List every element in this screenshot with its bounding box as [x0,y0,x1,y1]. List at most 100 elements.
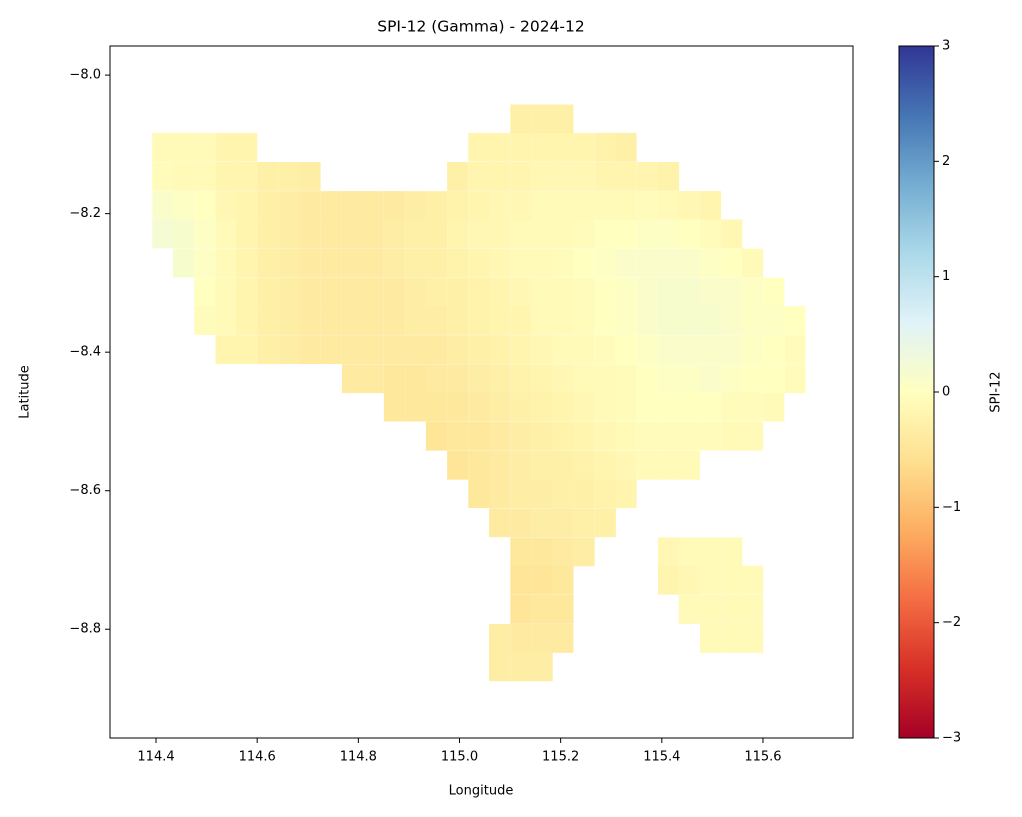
cell [152,219,174,249]
cell [320,248,342,278]
y-tick-label: −8.0 [69,68,101,83]
cell [383,248,406,278]
cell [489,162,511,191]
cell [658,392,680,422]
cell [531,450,553,480]
cell [405,335,427,364]
cell [658,191,680,220]
colorbar-tick-label: 3 [942,39,950,54]
cell [447,306,469,335]
cell [678,364,700,394]
cell [573,277,595,307]
cell [573,306,595,335]
cell [299,277,321,307]
cell [215,162,237,191]
cell [489,392,511,422]
cell [552,594,574,624]
cell [468,392,490,422]
cell [721,624,743,653]
cell [741,364,764,394]
cell [784,306,806,335]
cell [763,277,785,307]
cell [573,479,595,509]
plot-frame [109,45,854,739]
cell [278,335,300,364]
cell [425,277,448,307]
cell [615,421,637,451]
cell [552,104,574,134]
cell [741,306,764,335]
cell [405,392,427,422]
cell [594,162,616,191]
cell [236,191,258,220]
cell [152,132,174,162]
cell [425,392,448,422]
cell [531,421,553,451]
cell [299,191,321,220]
cell [447,162,469,191]
cell [510,479,532,509]
cell [383,219,406,249]
cell [447,191,469,220]
cell [447,335,469,364]
cell [510,537,532,567]
cell [552,508,574,538]
cell [383,306,406,335]
cell [489,450,511,480]
cell [636,450,658,480]
cell [320,335,342,364]
x-tick-label: 115.2 [542,750,579,765]
cell [636,392,658,422]
cell [299,306,321,335]
cell [615,306,637,335]
cell [531,479,553,509]
cell [425,421,448,451]
cell [615,335,637,364]
cell [552,248,574,278]
cell [552,479,574,509]
cell [362,219,384,249]
cell [194,306,216,335]
cell [510,335,532,364]
cell [405,219,427,249]
cell [341,277,364,307]
cell [383,392,406,422]
cell [215,335,237,364]
x-tick-label: 114.6 [239,750,276,765]
cell [552,565,574,595]
cell [194,277,216,307]
cell [763,306,785,335]
cell [721,537,743,567]
cell [699,191,722,220]
cell [636,421,658,451]
cell [699,565,722,595]
cell [405,191,427,220]
cell [678,277,700,307]
cell [489,652,511,682]
cell [489,219,511,249]
cell [658,537,680,567]
cell [425,306,448,335]
cell [489,421,511,451]
cell [468,162,490,191]
cell [510,191,532,220]
cell [383,335,406,364]
cell [489,277,511,307]
cell [552,537,574,567]
x-tick-label: 114.4 [137,750,174,765]
cell [257,277,279,307]
cell [257,162,279,191]
cell [215,248,237,278]
y-tick-label: −8.8 [69,622,101,637]
cell [383,364,406,394]
colorbar [898,45,935,739]
cell [552,335,574,364]
cell [215,191,237,220]
cell [741,335,764,364]
cell [236,277,258,307]
cell [510,594,532,624]
cell [678,450,700,480]
cell [658,277,680,307]
cell [425,364,448,394]
cell [763,364,785,394]
